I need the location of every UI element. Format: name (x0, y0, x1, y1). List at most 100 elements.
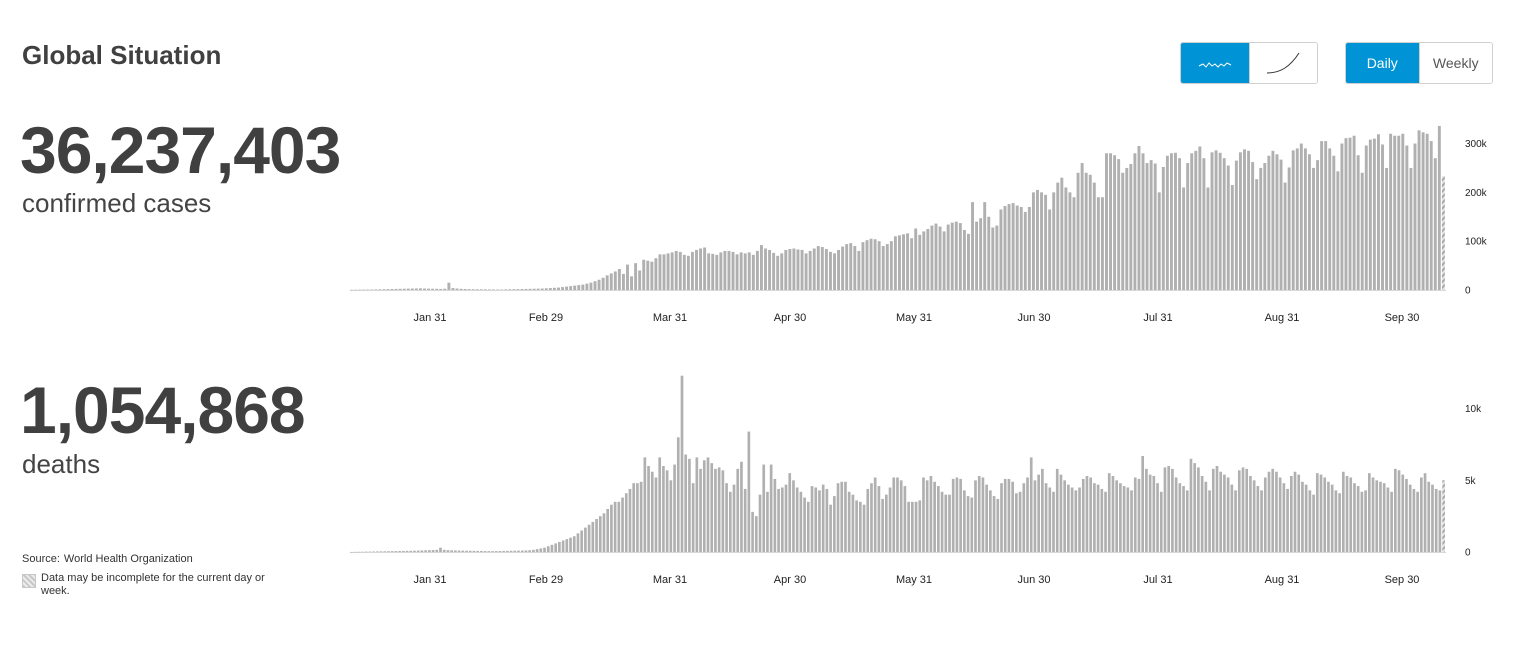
cases-bar[interactable] (1100, 197, 1104, 290)
deaths-bar[interactable] (1371, 477, 1375, 552)
deaths-bar[interactable] (624, 493, 628, 552)
deaths-bar[interactable] (985, 484, 988, 552)
deaths-bar[interactable] (1431, 484, 1434, 552)
deaths-bar[interactable] (728, 491, 732, 552)
cases-bar[interactable] (1303, 148, 1307, 290)
deaths-bar[interactable] (888, 487, 892, 553)
deaths-bar[interactable] (368, 551, 372, 553)
deaths-bar[interactable] (766, 491, 769, 552)
cases-bar[interactable] (626, 264, 629, 290)
cases-bar[interactable] (906, 233, 910, 290)
deaths-bar[interactable] (691, 483, 695, 552)
cases-bar[interactable] (512, 289, 516, 290)
deaths-bar[interactable] (907, 501, 910, 552)
deaths-bar[interactable] (517, 550, 520, 552)
cases-bar[interactable] (1429, 141, 1433, 290)
deaths-bar[interactable] (673, 464, 676, 552)
cases-bar[interactable] (1397, 135, 1401, 290)
cases-bar[interactable] (1076, 172, 1080, 290)
cases-bar[interactable] (1263, 163, 1267, 290)
cases-bar[interactable] (374, 289, 378, 290)
cases-bar[interactable] (755, 250, 759, 290)
cases-bar[interactable] (686, 255, 690, 290)
deaths-bar[interactable] (877, 486, 881, 552)
cases-bar[interactable] (1267, 155, 1271, 290)
cases-bar[interactable] (1084, 172, 1088, 290)
deaths-bar[interactable] (1067, 484, 1070, 552)
weekly-button[interactable]: Weekly (1418, 43, 1492, 83)
deaths-bar[interactable] (1026, 477, 1029, 552)
daily-chart-button[interactable] (1181, 43, 1249, 83)
deaths-bar[interactable] (546, 546, 550, 552)
daily-button[interactable]: Daily (1346, 43, 1419, 83)
deaths-bar[interactable] (1353, 483, 1356, 552)
deaths-bar[interactable] (584, 527, 587, 552)
deaths-bar[interactable] (1364, 490, 1367, 552)
deaths-bar[interactable] (1271, 468, 1275, 552)
deaths-bar[interactable] (1438, 490, 1442, 552)
cases-bar[interactable] (1340, 143, 1344, 290)
cases-bar[interactable] (386, 289, 390, 290)
deaths-bar[interactable] (632, 483, 636, 552)
deaths-bar[interactable] (465, 550, 468, 552)
cases-bar[interactable] (699, 248, 703, 291)
cases-bar[interactable] (1417, 130, 1421, 290)
cases-bar[interactable] (971, 202, 974, 290)
cases-bar[interactable] (776, 255, 780, 290)
deaths-bar[interactable] (806, 501, 810, 552)
cases-bar[interactable] (358, 289, 362, 291)
deaths-bar[interactable] (736, 468, 740, 552)
cases-bar[interactable] (1019, 207, 1023, 290)
deaths-bar[interactable] (420, 550, 424, 552)
deaths-bar[interactable] (483, 551, 487, 552)
cases-bar[interactable] (1210, 152, 1214, 290)
deaths-bar[interactable] (1245, 468, 1249, 552)
cases-bar[interactable] (1186, 163, 1190, 290)
deaths-bar[interactable] (721, 470, 725, 552)
cases-bar[interactable] (1137, 145, 1141, 290)
deaths-bar[interactable] (1393, 468, 1397, 552)
cases-bar[interactable] (1385, 167, 1389, 290)
deaths-bar[interactable] (922, 477, 925, 552)
deaths-bar[interactable] (1185, 490, 1189, 552)
deaths-bar[interactable] (970, 497, 974, 552)
deaths-bar[interactable] (1386, 487, 1390, 553)
deaths-bar[interactable] (532, 549, 535, 552)
deaths-bar[interactable] (918, 500, 922, 552)
cases-bar[interactable] (1031, 192, 1035, 290)
cases-bar[interactable] (1222, 158, 1226, 290)
cases-bar[interactable] (370, 289, 374, 291)
cases-bar[interactable] (1344, 138, 1348, 290)
deaths-bar[interactable] (361, 551, 364, 553)
cases-bar[interactable] (1348, 137, 1352, 290)
cases-bar[interactable] (800, 249, 804, 290)
cases-bar[interactable] (784, 249, 788, 290)
cases-bar[interactable] (881, 246, 885, 290)
deaths-bar[interactable] (1078, 487, 1081, 553)
cases-bar[interactable] (398, 288, 402, 290)
deaths-bar[interactable] (1089, 477, 1093, 552)
cases-bar[interactable] (378, 289, 382, 290)
cases-bar[interactable] (528, 288, 532, 290)
cases-bar[interactable] (682, 254, 686, 290)
cases-bar[interactable] (492, 289, 495, 290)
deaths-bar[interactable] (598, 516, 602, 552)
cases-bar[interactable] (613, 271, 617, 290)
cases-bar[interactable] (731, 251, 735, 290)
deaths-bar[interactable] (1308, 490, 1312, 552)
deaths-bar[interactable] (461, 550, 465, 552)
deaths-bar[interactable] (1338, 493, 1341, 552)
cases-bar[interactable] (670, 252, 674, 290)
cases-bar[interactable] (569, 286, 573, 290)
deaths-bar[interactable] (1018, 491, 1022, 552)
cases-bar[interactable] (1433, 158, 1437, 290)
deaths-bar[interactable] (1379, 481, 1382, 552)
deaths-bar[interactable] (602, 513, 606, 552)
cases-bar[interactable] (459, 288, 463, 290)
deaths-bar[interactable] (1408, 484, 1412, 552)
cases-bar[interactable] (910, 238, 914, 290)
deaths-bar[interactable] (1375, 480, 1379, 552)
cases-bar[interactable] (1011, 203, 1015, 290)
deaths-bar[interactable] (1111, 476, 1115, 552)
deaths-bar[interactable] (858, 501, 862, 552)
